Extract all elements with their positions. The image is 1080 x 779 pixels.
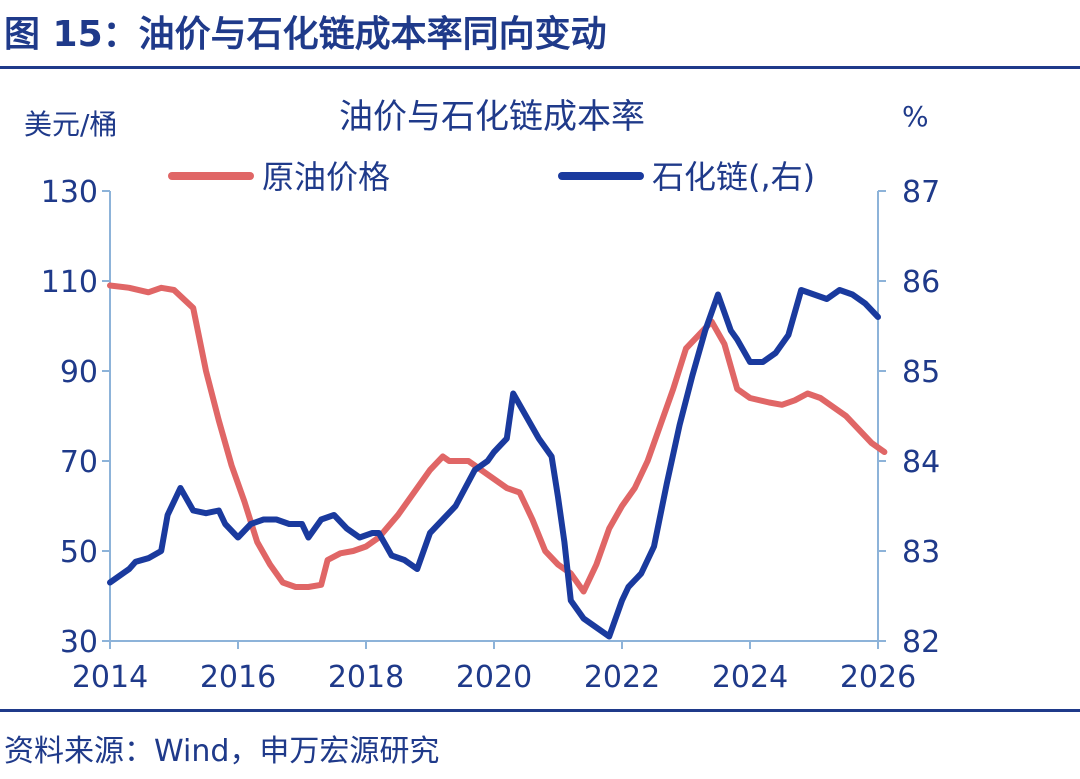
x-tick-label: 2020: [456, 660, 532, 695]
right-tick-label: 86: [902, 265, 940, 300]
legend-label-oil: 原油价格: [262, 158, 390, 196]
x-tick-label: 2022: [584, 660, 660, 695]
right-tick-label: 83: [902, 535, 940, 570]
x-tick-label: 2016: [200, 660, 276, 695]
figure-title: 图 15：油价与石化链成本率同向变动: [4, 14, 607, 55]
source-divider: [0, 709, 1080, 712]
x-tick-label: 2014: [72, 660, 148, 695]
left-axis-unit: 美元/桶: [24, 108, 117, 141]
plot-area: [107, 282, 888, 640]
left-tick-label: 110: [41, 265, 98, 300]
x-tick-label: 2026: [840, 660, 916, 695]
legend: 原油价格 石化链(,右): [168, 158, 815, 196]
legend-label-petro: 石化链(,右): [652, 158, 815, 196]
left-tick-label: 130: [41, 175, 98, 210]
right-tick-label: 85: [902, 355, 940, 390]
left-tick-label: 30: [60, 625, 98, 660]
series-line-oil-price: [107, 282, 888, 595]
left-tick-label: 90: [60, 355, 98, 390]
right-tick-label: 82: [902, 625, 940, 660]
x-tick-label: 2024: [712, 660, 788, 695]
right-axis-unit: %: [902, 100, 929, 133]
x-tick-label: 2018: [328, 660, 404, 695]
left-tick-label: 50: [60, 535, 98, 570]
right-tick-label: 87: [902, 175, 940, 210]
chart: 油价与石化链成本率 美元/桶 % 原油价格 石化链(,右) 30 50 70 90 11…: [24, 97, 940, 695]
right-tick-label: 84: [902, 445, 940, 480]
chart-title: 油价与石化链成本率: [339, 97, 645, 137]
axes: 30 50 70 90 110 130 82 83 84 85 86 87 2014 2016 2018 20…: [41, 175, 940, 695]
series-line-petrochemical-cost: [107, 287, 881, 640]
left-tick-label: 70: [60, 445, 98, 480]
title-divider: [0, 66, 1080, 69]
source-note: 资料来源：Wind，申万宏源研究: [4, 734, 440, 769]
